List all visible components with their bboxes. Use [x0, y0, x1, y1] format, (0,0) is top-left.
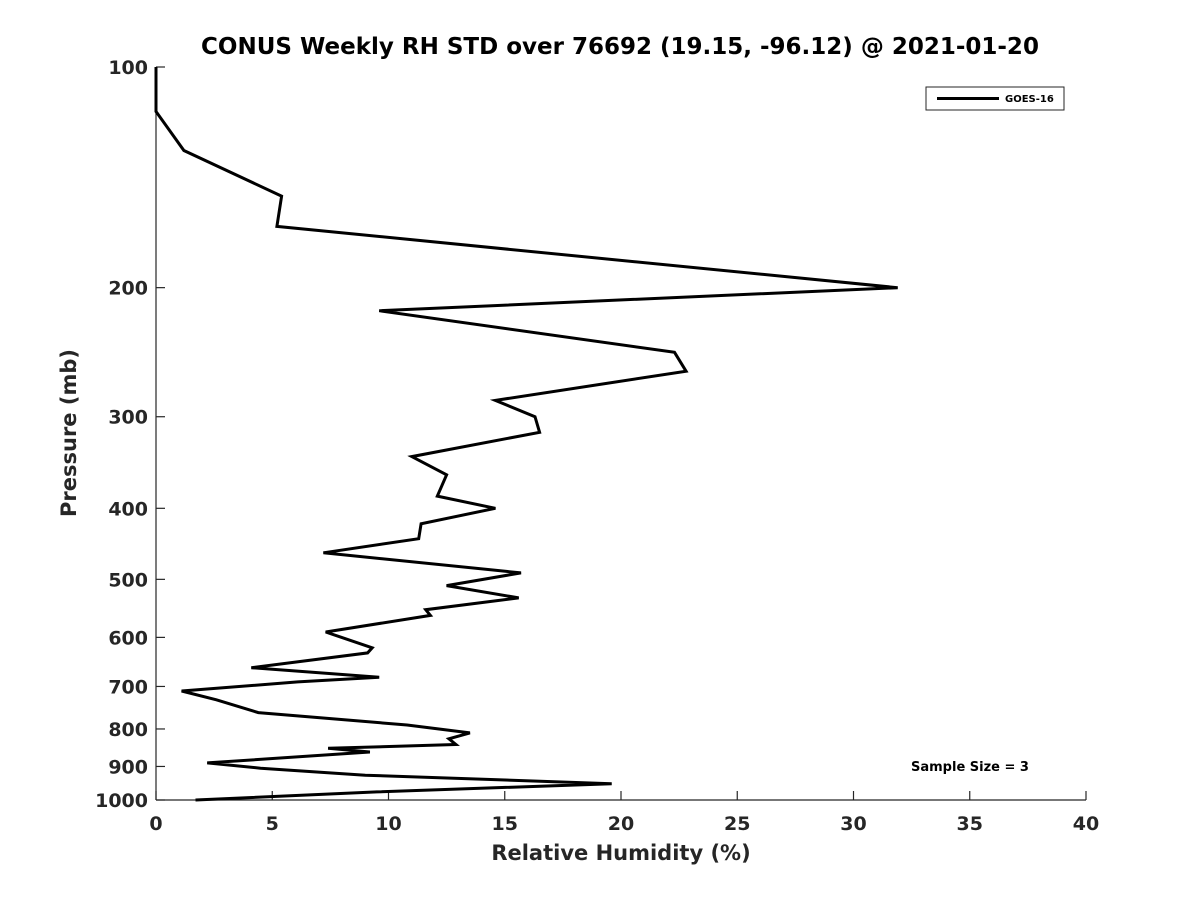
- y-tick-label: 100: [108, 57, 148, 79]
- x-tick-label: 0: [149, 813, 162, 835]
- y-ticks: 100 200 300 400 500 600 700 800 900 1000: [95, 57, 165, 812]
- plot-area: 0 5 10 15 20 25 30 35 40 100 200 300 400 500 600 700 80…: [95, 57, 1099, 835]
- x-tick-label: 15: [492, 813, 518, 835]
- y-tick-label: 500: [108, 569, 148, 591]
- y-tick-label: 1000: [95, 790, 148, 812]
- x-axis-label: Relative Humidity (%): [491, 841, 750, 865]
- x-ticks: 0 5 10 15 20 25 30 35 40: [149, 791, 1099, 835]
- series-line-goes-16: [154, 67, 898, 802]
- y-tick-label: 600: [108, 627, 148, 649]
- chart-title: CONUS Weekly RH STD over 76692 (19.15, -…: [201, 34, 1039, 60]
- x-tick-label: 35: [957, 813, 983, 835]
- x-tick-label: 10: [375, 813, 401, 835]
- y-tick-label: 200: [108, 278, 148, 300]
- sample-size-annotation: Sample Size = 3: [911, 760, 1029, 775]
- plot-background: [156, 67, 1086, 800]
- x-tick-label: 30: [840, 813, 866, 835]
- y-tick-label: 900: [108, 756, 148, 778]
- y-tick-label: 700: [108, 676, 148, 698]
- legend: GOES-16: [925, 86, 1065, 111]
- y-tick-label: 800: [108, 719, 148, 741]
- y-axis-label: Pressure (mb): [57, 349, 81, 517]
- x-tick-label: 40: [1073, 813, 1099, 835]
- x-tick-label: 5: [266, 813, 279, 835]
- x-tick-label: 20: [608, 813, 634, 835]
- legend-entry-goes-16: GOES-16: [1005, 94, 1054, 105]
- x-tick-label: 25: [724, 813, 750, 835]
- y-tick-label: 300: [108, 407, 148, 429]
- y-tick-label: 400: [108, 498, 148, 520]
